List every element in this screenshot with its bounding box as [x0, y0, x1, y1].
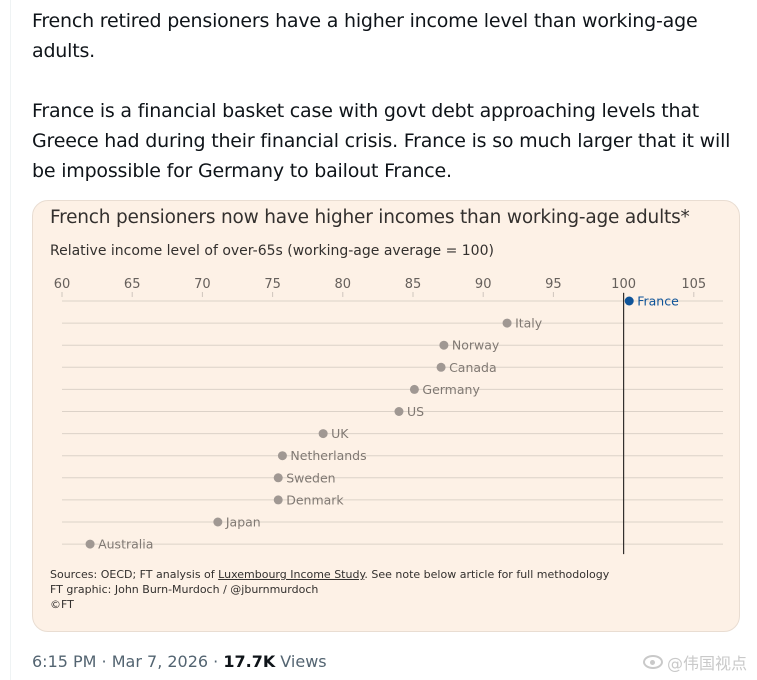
x-tick-label: 85 [405, 277, 422, 292]
data-point-uk [318, 429, 328, 439]
data-point-sweden [273, 473, 283, 483]
data-point-italy [502, 318, 512, 328]
country-label-norway: Norway [452, 338, 500, 353]
chart-sources: Sources: OECD; FT analysis of Luxembourg… [50, 567, 730, 612]
views-label: Views [275, 652, 327, 671]
x-tick-label: 60 [54, 277, 71, 292]
meta-separator: · [208, 652, 224, 671]
tweet-time[interactable]: 6:15 PM [32, 652, 97, 671]
watermark-text: @伟国视点 [666, 654, 747, 673]
country-label-japan: Japan [225, 515, 261, 530]
data-point-us [394, 407, 404, 416]
tweet-text: French retired pensioners have a higher … [32, 6, 742, 186]
chart-subtitle: Relative income level of over-65s (worki… [50, 243, 494, 259]
tweet-paragraph-1: French retired pensioners have a higher … [32, 10, 698, 62]
sources-prefix: Sources: OECD; FT analysis of [50, 568, 219, 581]
weibo-icon [642, 655, 663, 669]
x-tick-label: 90 [475, 277, 492, 292]
graphic-credit: FT graphic: John Burn-Murdoch / @jburnmu… [50, 583, 319, 596]
country-label-uk: UK [331, 426, 349, 441]
country-label-australia: Australia [98, 537, 153, 552]
tweet-paragraph-2: France is a financial basket case with g… [32, 100, 731, 182]
country-label-netherlands: Netherlands [290, 448, 366, 463]
data-point-australia [85, 539, 95, 549]
sources-line: Sources: OECD; FT analysis of Luxembourg… [50, 567, 730, 582]
country-label-denmark: Denmark [286, 492, 344, 507]
country-label-italy: Italy [515, 316, 543, 331]
tweet-meta: 6:15 PM · Mar 7, 2026 · 17.7K Views [32, 652, 327, 671]
data-point-france [624, 296, 634, 306]
chart-title: French pensioners now have higher income… [50, 207, 690, 228]
chart-image-card[interactable]: French pensioners now have higher income… [32, 200, 740, 632]
tweet-date[interactable]: Mar 7, 2026 [111, 652, 209, 671]
sources-link[interactable]: Luxembourg Income Study [218, 568, 365, 581]
country-label-us: US [407, 404, 424, 419]
x-tick-label: 80 [335, 277, 352, 292]
x-tick-label: 75 [264, 277, 281, 292]
data-point-canada [436, 362, 446, 372]
country-label-sweden: Sweden [286, 470, 335, 485]
country-label-germany: Germany [422, 382, 480, 397]
timeline-divider [10, 0, 11, 680]
x-tick-label: 70 [194, 277, 211, 292]
data-point-japan [213, 517, 223, 527]
data-point-denmark [273, 495, 283, 505]
data-point-norway [439, 340, 449, 350]
country-label-france: France [637, 294, 679, 309]
meta-separator: · [96, 652, 112, 671]
x-tick-label: 95 [545, 277, 562, 292]
ft-copyright: ©FT [50, 598, 74, 611]
views-count[interactable]: 17.7K [223, 652, 276, 671]
x-tick-label: 100 [611, 277, 636, 292]
x-tick-label: 65 [124, 277, 141, 292]
country-label-canada: Canada [449, 360, 497, 375]
x-tick-label: 105 [681, 277, 706, 292]
watermark: @伟国视点 [642, 650, 747, 674]
data-point-germany [409, 384, 419, 394]
sources-suffix: . See note below article for full method… [364, 568, 610, 581]
data-point-netherlands [277, 451, 287, 461]
